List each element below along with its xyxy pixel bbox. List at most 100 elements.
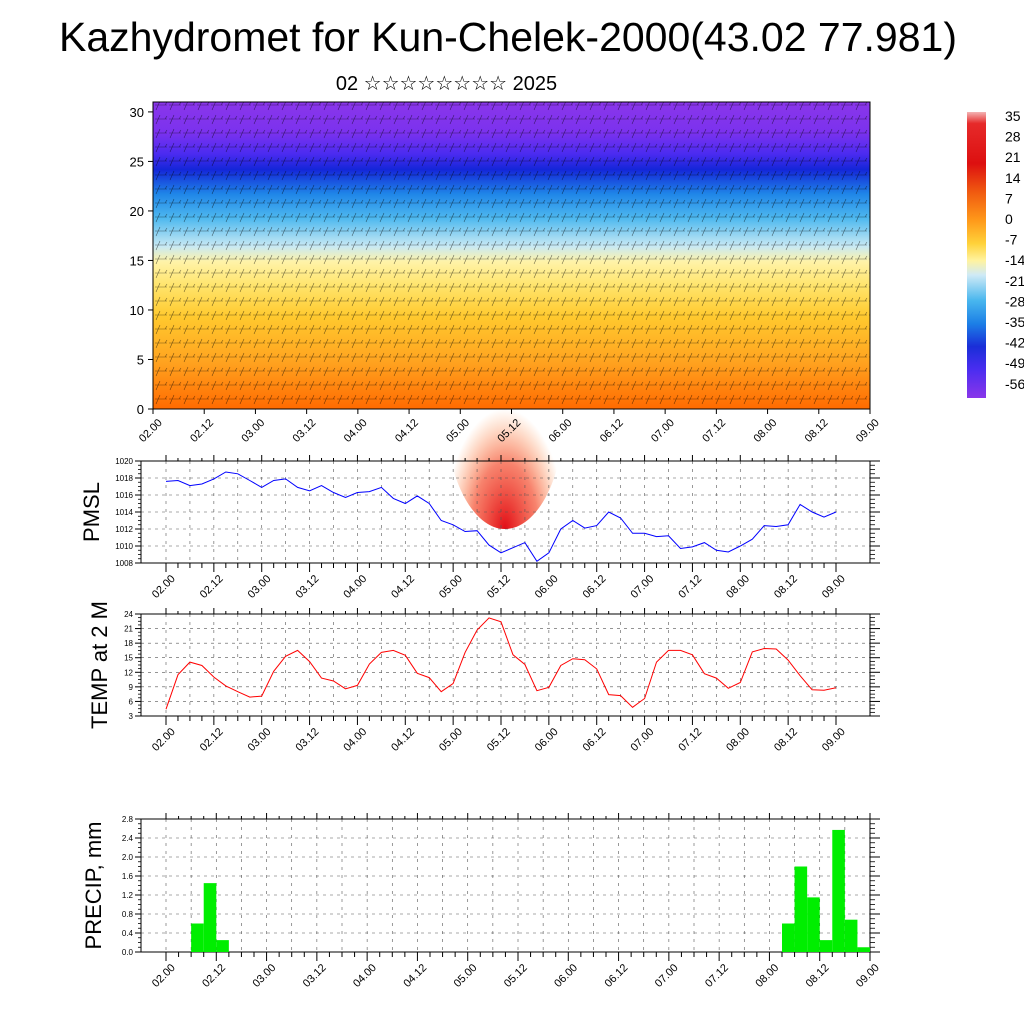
- x-tick-label: 02.00: [150, 962, 178, 990]
- y-tick-label: 12: [124, 668, 133, 677]
- series-line: [165, 471, 837, 563]
- precip-bar: [782, 923, 795, 952]
- precip-bar: [203, 883, 217, 952]
- x-tick-label: 03.00: [246, 573, 274, 601]
- x-tick-label: 03.00: [246, 726, 274, 754]
- x-tick-label: 08.00: [724, 726, 752, 754]
- x-tick-label: 04.00: [341, 573, 369, 601]
- x-tick-label: 06.12: [581, 573, 609, 601]
- x-tick-label: 02.00: [150, 573, 178, 601]
- x-tick-label: 05.12: [485, 726, 513, 754]
- y-tick-label: 1014: [115, 508, 133, 517]
- x-tick-label: 04.00: [341, 726, 369, 754]
- precip-bar: [857, 947, 870, 952]
- x-tick-label: 07.12: [700, 417, 728, 445]
- x-tick-label: 06.00: [533, 726, 561, 754]
- y-tick-label: 0.4: [122, 929, 134, 938]
- y-tick-label: 1.2: [122, 891, 134, 900]
- x-tick-label: 08.12: [772, 573, 800, 601]
- x-tick-label: 03.12: [291, 417, 319, 445]
- colorbar-label: -42: [1005, 335, 1024, 351]
- y-tick-label: 24: [124, 610, 133, 619]
- precip-bar: [191, 923, 204, 952]
- x-tick-label: 03.12: [293, 573, 321, 601]
- y-tick-label: 21: [124, 625, 133, 634]
- colorbar-label: 7: [1005, 190, 1013, 206]
- y-tick-label: 15: [124, 654, 133, 663]
- x-tick-label: 09.00: [820, 573, 848, 601]
- y-tick-label: 1008: [115, 559, 133, 568]
- x-tick-label: 08.12: [804, 962, 832, 990]
- y-tick-label: 1012: [115, 525, 133, 534]
- x-tick-label: 07.12: [676, 726, 704, 754]
- x-tick-label: 02.12: [200, 962, 228, 990]
- x-tick-label: 03.12: [293, 726, 321, 754]
- y-tick-label: 10: [130, 303, 144, 318]
- x-tick-label: 06.00: [533, 573, 561, 601]
- y-axis-label: PMSL: [79, 482, 104, 542]
- precip-bar: [807, 897, 820, 952]
- y-tick-label: 30: [130, 105, 144, 120]
- x-tick-label: 05.12: [502, 962, 530, 990]
- series-line: [165, 617, 837, 710]
- x-tick-label: 02.00: [150, 726, 178, 754]
- colorbar-label: -56: [1005, 376, 1024, 392]
- x-tick-label: 04.00: [342, 417, 370, 445]
- y-tick-label: 0.0: [122, 948, 134, 957]
- x-tick-label: 07.12: [703, 962, 731, 990]
- y-tick-label: 1018: [115, 474, 133, 483]
- chart-subtitle: 02 ☆☆☆☆☆☆☆☆ 2025: [335, 73, 558, 95]
- colorbar-gradient: [967, 112, 986, 398]
- x-tick-label: 06.12: [598, 417, 626, 445]
- x-tick-label: 03.00: [239, 417, 267, 445]
- y-axis-label: PRECIP, mm: [81, 822, 106, 950]
- x-tick-label: 03.00: [250, 962, 278, 990]
- x-tick-label: 08.00: [753, 962, 781, 990]
- x-tick-label: 04.00: [351, 962, 379, 990]
- colorbar-label: -28: [1005, 293, 1024, 309]
- x-tick-label: 02.12: [198, 573, 226, 601]
- temp-panel: 3 6 9 12 15 18 21 24 02.00 02.12 03.00 03.12 04.00 04…: [87, 601, 880, 754]
- precip-bar: [844, 919, 858, 952]
- y-tick-label: 2.0: [122, 853, 134, 862]
- x-tick-label: 05.00: [437, 726, 465, 754]
- y-tick-label: 9: [129, 683, 134, 692]
- x-tick-label: 04.12: [393, 417, 421, 445]
- y-tick-label: 0: [137, 402, 144, 417]
- colorbar-label: 21: [1005, 149, 1021, 165]
- y-tick-label: 1016: [115, 491, 133, 500]
- colorbar-labels: 35 28 21 14 7 0 -7 -14 -21 -28 -35 -42 -49 -56: [1005, 108, 1024, 392]
- colorbar-label: 35: [1005, 108, 1021, 124]
- y-tick-label: 15: [130, 253, 144, 268]
- cross-section-y-axis: 0 5 10 15 20 25 30: [130, 105, 153, 417]
- x-tick-label: 04.12: [401, 962, 429, 990]
- x-tick-label: 08.12: [772, 726, 800, 754]
- y-tick-label: 6: [129, 697, 134, 706]
- x-tick-label: 08.00: [724, 573, 752, 601]
- x-tick-label: 09.00: [854, 417, 882, 445]
- x-tick-label: 07.12: [676, 573, 704, 601]
- y-tick-label: 5: [137, 352, 144, 367]
- colorbar-label: -7: [1005, 232, 1018, 248]
- x-tick-label: 09.00: [820, 726, 848, 754]
- panel-frame: [140, 818, 871, 953]
- y-tick-label: 2.8: [122, 815, 134, 824]
- colorbar: 35 28 21 14 7 0 -7 -14 -21 -28 -35 -42 -49 -56: [967, 108, 1024, 398]
- x-tick-label: 08.00: [751, 417, 779, 445]
- colorbar-label: 0: [1005, 211, 1013, 227]
- y-tick-label: 1020: [115, 457, 133, 466]
- chart-title: Kazhydromet for Kun-Chelek-2000(43.02 77…: [59, 14, 957, 60]
- y-tick-label: 2.4: [122, 834, 134, 843]
- x-tick-label: 02.12: [198, 726, 226, 754]
- y-tick-label: 18: [124, 639, 133, 648]
- x-tick-label: 07.00: [628, 726, 656, 754]
- x-tick-label: 04.12: [389, 573, 417, 601]
- x-tick-label: 06.12: [602, 962, 630, 990]
- colorbar-label: -14: [1005, 252, 1024, 268]
- x-tick-label: 06.00: [552, 962, 580, 990]
- wind-barbs: [153, 102, 870, 409]
- colorbar-label: 14: [1005, 170, 1021, 186]
- precip-bar: [794, 866, 808, 952]
- cross-section-panel: 0 5 10 15 20 25 30 02.00 02.12 03.00 03.12 04.00 04…: [130, 101, 882, 529]
- y-tick-label: 20: [130, 204, 144, 219]
